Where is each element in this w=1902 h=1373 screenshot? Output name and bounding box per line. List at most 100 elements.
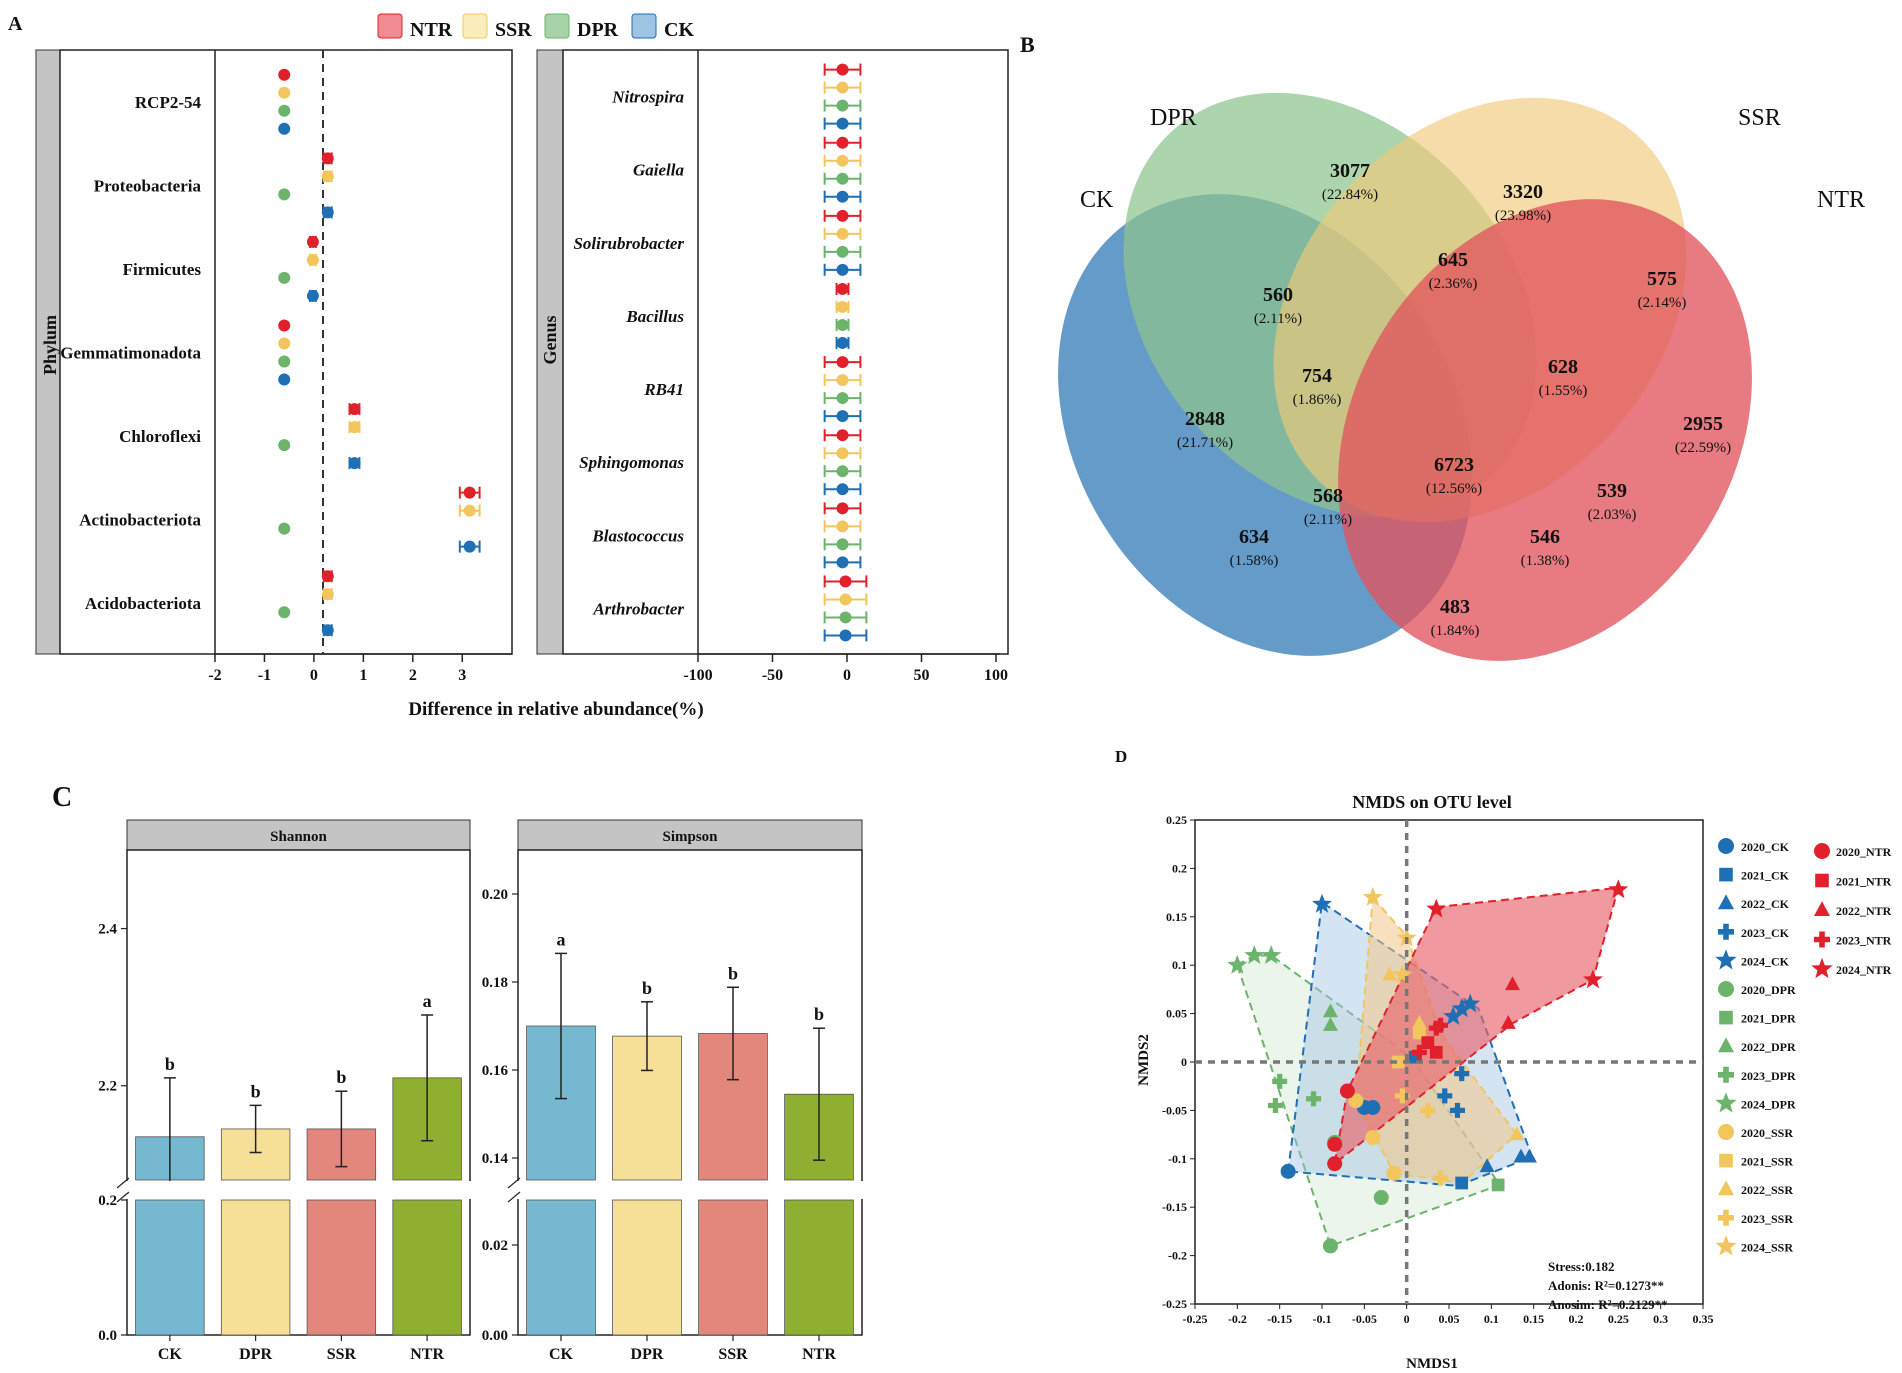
genus-point bbox=[836, 63, 849, 76]
genus-point bbox=[836, 136, 849, 149]
nmds-point-ssr-plus bbox=[1420, 1102, 1436, 1118]
nmds-point-ck-star bbox=[1312, 893, 1332, 913]
legend-label-ssr: SSR bbox=[495, 19, 532, 41]
genus-point bbox=[836, 81, 849, 94]
genus-point bbox=[836, 556, 849, 569]
phylum-category-label: Firmicutes bbox=[123, 260, 202, 279]
bar-facet-title: Simpson bbox=[662, 829, 718, 845]
nmds-title: NMDS on OTU level bbox=[1352, 792, 1512, 812]
nmds-point-ssr-circle bbox=[1365, 1130, 1381, 1146]
venn-region-percent: (2.36%) bbox=[1429, 276, 1478, 292]
nmds-x-tick-label: 0.05 bbox=[1439, 1312, 1460, 1326]
nmds-point-dpr-triangle bbox=[1322, 1016, 1338, 1031]
panel-a-legend: NTR SSR DPR CK bbox=[377, 13, 694, 41]
nmds-legend-marker bbox=[1718, 1209, 1734, 1226]
venn-region-count: 634 bbox=[1239, 526, 1269, 548]
nmds-point-ssr-triangle bbox=[1411, 1015, 1427, 1029]
venn-region-percent: (23.98%) bbox=[1495, 208, 1551, 224]
bar bbox=[306, 1128, 377, 1181]
genus-point bbox=[836, 263, 849, 276]
venn-region-percent: (12.56%) bbox=[1426, 481, 1482, 497]
legend-label-dpr: DPR bbox=[577, 19, 619, 41]
phylum-strip-label: Phylum bbox=[40, 315, 60, 375]
nmds-point-ssr-square bbox=[1391, 1055, 1405, 1069]
nmds-y-tick-label: 0.25 bbox=[1166, 813, 1187, 827]
genus-strip-label: Genus bbox=[540, 315, 560, 364]
nmds-legend-marker bbox=[1718, 1124, 1734, 1140]
genus-point bbox=[836, 190, 849, 203]
axis-break-mark bbox=[507, 1177, 521, 1189]
nmds-legend-label: 2024_CK bbox=[1741, 954, 1790, 968]
genus-point bbox=[836, 429, 849, 442]
venn-region-percent: (2.11%) bbox=[1304, 512, 1352, 528]
nmds-point-ntr-plus bbox=[1411, 1044, 1427, 1060]
nmds-point-dpr-plus bbox=[1267, 1098, 1283, 1114]
panel-label-b: B bbox=[1020, 32, 1035, 57]
nmds-point-ssr-plus bbox=[1433, 1170, 1449, 1186]
axis-break-mark bbox=[116, 1177, 130, 1189]
nmds-point-ssr-plus bbox=[1394, 1088, 1410, 1104]
genus-point bbox=[836, 538, 849, 551]
nmds-legend-label: 2024_NTR bbox=[1836, 963, 1892, 977]
venn-region-count: 546 bbox=[1530, 526, 1560, 548]
nmds-point-dpr-square bbox=[1491, 1178, 1505, 1192]
nmds-legend-marker bbox=[1811, 957, 1833, 979]
bar-category-label: NTR bbox=[410, 1346, 444, 1363]
venn-region-percent: (22.84%) bbox=[1322, 187, 1378, 203]
genus-point bbox=[839, 629, 852, 642]
phylum-point bbox=[278, 188, 291, 201]
nmds-legend-label: 2020_NTR bbox=[1836, 845, 1892, 859]
bar-y-tick-label: 0.20 bbox=[482, 887, 508, 903]
genus-category-label: Blastococcus bbox=[591, 526, 684, 545]
phylum-point bbox=[463, 486, 476, 499]
genus-point bbox=[836, 245, 849, 258]
nmds-x-tick-label: -0.05 bbox=[1352, 1312, 1377, 1326]
venn-region-count: 539 bbox=[1597, 480, 1627, 502]
nmds-legend-label: 2021_SSR bbox=[1741, 1155, 1793, 1169]
genus-category-label: Solirubrobacter bbox=[573, 234, 684, 253]
nmds-legend-label: 2022_NTR bbox=[1836, 904, 1892, 918]
nmds-point-dpr-circle bbox=[1373, 1190, 1389, 1206]
genus-point bbox=[836, 227, 849, 240]
genus-point bbox=[836, 483, 849, 496]
nmds-legend-label: 2023_DPR bbox=[1741, 1069, 1796, 1083]
bar-lower bbox=[306, 1199, 377, 1336]
genus-category-label: Arthrobacter bbox=[592, 599, 684, 618]
bar-y-tick-label: 0.0 bbox=[98, 1328, 117, 1344]
bar-category-label: DPR bbox=[631, 1346, 664, 1363]
genus-point bbox=[836, 447, 849, 460]
nmds-anosim: Anosim: R²=0.2129** bbox=[1548, 1297, 1668, 1312]
phylum-point bbox=[278, 271, 291, 284]
phylum-point bbox=[306, 253, 319, 266]
nmds-point-dpr-star bbox=[1261, 945, 1282, 964]
nmds-point-dpr-plus bbox=[1306, 1091, 1322, 1107]
genus-point bbox=[836, 282, 849, 295]
legend-label-ntr: NTR bbox=[410, 19, 453, 41]
phylum-x-tick-label: 2 bbox=[409, 667, 417, 684]
venn-region-count: 2955 bbox=[1683, 413, 1723, 435]
genus-category-label: Nitrospira bbox=[611, 88, 684, 107]
venn-region-percent: (1.58%) bbox=[1230, 553, 1279, 569]
nmds-point-dpr-circle bbox=[1322, 1238, 1338, 1254]
venn-region-percent: (1.55%) bbox=[1539, 383, 1588, 399]
legend-swatch-ntr bbox=[377, 13, 403, 39]
bar-y-tick-label: 0.18 bbox=[482, 975, 508, 991]
panel-b: B CK DPR SSR NTR 3077 (22.84%) 3320 (23.98%… bbox=[1020, 32, 1865, 661]
nmds-point-ntr-square bbox=[1421, 1036, 1435, 1050]
phylum-point bbox=[321, 570, 334, 583]
venn-set-label-dpr: DPR bbox=[1150, 105, 1197, 131]
genus-point bbox=[839, 611, 852, 624]
genus-plot-frame bbox=[562, 49, 1009, 655]
phylum-point bbox=[278, 337, 291, 350]
phylum-point bbox=[321, 170, 334, 183]
genus-facet: Genus Nitrospira Gaiella Solirubrobacter Ba… bbox=[536, 49, 1009, 684]
phylum-x-tick-label: -1 bbox=[258, 667, 271, 684]
venn-region-percent: (22.59%) bbox=[1675, 440, 1731, 456]
nmds-legend-label: 2024_SSR bbox=[1741, 1240, 1793, 1254]
nmds-legend-marker bbox=[1814, 843, 1830, 859]
significance-letter: b bbox=[728, 963, 738, 983]
genus-point bbox=[836, 465, 849, 478]
nmds-y-tick-label: 0 bbox=[1181, 1055, 1187, 1069]
nmds-point-ntr-triangle bbox=[1500, 1015, 1516, 1029]
bar-y-tick-label: 2.4 bbox=[98, 922, 117, 938]
